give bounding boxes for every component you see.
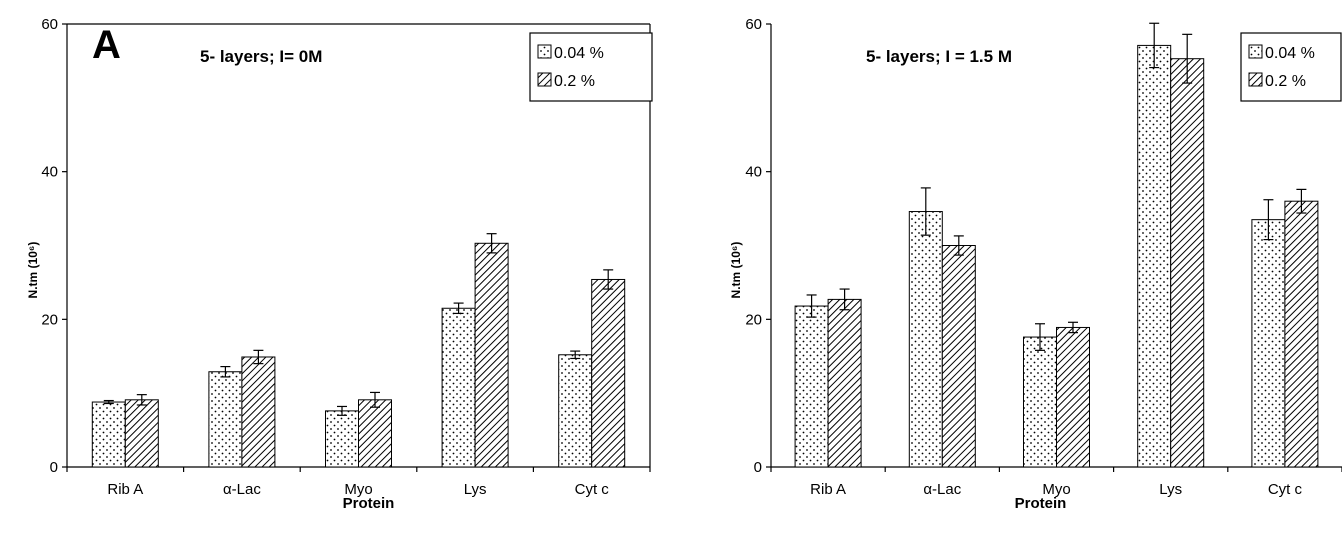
y-tick-label: 40 bbox=[41, 164, 58, 181]
bar-riba-s2 bbox=[124, 399, 159, 468]
y-axis-label: N.tm (10⁶) bbox=[26, 242, 40, 299]
chart-title: 5- layers; I= 0M bbox=[200, 47, 322, 66]
x-axis-label: Protein bbox=[1015, 495, 1067, 512]
x-tick-label: Rib A bbox=[107, 481, 143, 498]
y-tick-label: 60 bbox=[745, 16, 762, 33]
legend-entry: 0.2 % bbox=[554, 73, 595, 90]
chart-panel-left: 0 20 40 60 Rib A α-Lac Myo Lys Cyt c Protein N.tm … bbox=[26, 16, 653, 512]
bar-cytc-s2 bbox=[1284, 200, 1319, 468]
legend-box bbox=[1240, 32, 1342, 102]
x-tick-label: Myo bbox=[1042, 481, 1070, 498]
x-tick-label: Lys bbox=[1159, 481, 1182, 498]
bar-cytc-s1 bbox=[558, 354, 593, 468]
y-tick-label: 0 bbox=[754, 459, 762, 476]
legend-entry: 0.04 % bbox=[554, 45, 604, 62]
y-tick-label: 40 bbox=[745, 164, 762, 181]
x-tick-label: α-Lac bbox=[223, 481, 261, 498]
bar-lac-s2 bbox=[941, 245, 976, 468]
chart-title: 5- layers; I = 1.5 M bbox=[866, 47, 1012, 66]
y-tick-label: 60 bbox=[41, 16, 58, 33]
y-axis-label: N.tm (10⁶) bbox=[729, 242, 743, 299]
bar-myo-s1 bbox=[325, 410, 359, 468]
bar-cytc-s2 bbox=[591, 278, 626, 468]
bar-myo-s1 bbox=[1023, 336, 1057, 468]
bar-riba-s2 bbox=[827, 298, 862, 468]
x-tick-label: Myo bbox=[344, 481, 372, 498]
legend-swatch bbox=[537, 72, 552, 87]
legend-swatch bbox=[1248, 72, 1263, 87]
bar-lys-s2 bbox=[1170, 58, 1205, 468]
y-tick-label: 20 bbox=[41, 311, 58, 328]
x-tick-label: α-Lac bbox=[923, 481, 961, 498]
y-tick-label: 20 bbox=[745, 311, 762, 328]
bar-lac-s1 bbox=[208, 371, 243, 468]
bar-lac-s1 bbox=[908, 211, 943, 468]
bar-lac-s2 bbox=[241, 356, 276, 468]
x-tick-label: Cyt c bbox=[575, 481, 610, 498]
bar-myo-s2 bbox=[358, 399, 392, 468]
bar-cytc-s1 bbox=[1251, 219, 1286, 468]
legend-swatch bbox=[537, 44, 552, 59]
legend-entry: 0.04 % bbox=[1265, 45, 1315, 62]
legend-box bbox=[529, 32, 653, 102]
bar-lys-s1 bbox=[1137, 44, 1172, 468]
panel-letter: A bbox=[92, 23, 121, 67]
x-tick-label: Cyt c bbox=[1268, 481, 1303, 498]
bar-lys-s1 bbox=[441, 307, 476, 468]
legend-entry: 0.2 % bbox=[1265, 73, 1306, 90]
y-tick-label: 0 bbox=[50, 459, 58, 476]
legend-swatch bbox=[1248, 44, 1263, 59]
bar-myo-s2 bbox=[1056, 326, 1090, 468]
bar-riba-s1 bbox=[794, 305, 829, 468]
chart-panel-right: 0 20 40 60 Rib A α-Lac Myo Lys Cyt c Protein N.tm … bbox=[729, 16, 1342, 512]
x-tick-label: Rib A bbox=[810, 481, 846, 498]
x-axis-label: Protein bbox=[343, 495, 395, 512]
bar-riba-s1 bbox=[91, 401, 126, 468]
x-tick-label: Lys bbox=[464, 481, 487, 498]
bar-lys-s2 bbox=[474, 242, 509, 468]
